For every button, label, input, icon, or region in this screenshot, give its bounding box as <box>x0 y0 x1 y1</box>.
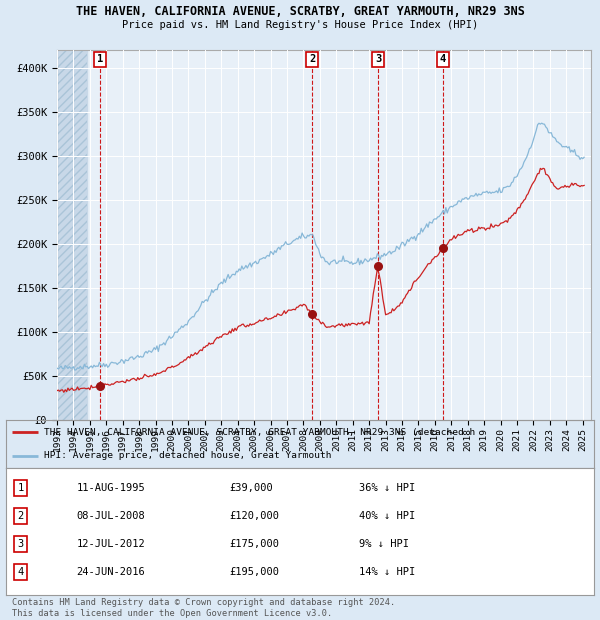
Text: 3: 3 <box>17 539 24 549</box>
Text: £39,000: £39,000 <box>229 484 273 494</box>
Text: £195,000: £195,000 <box>229 567 280 577</box>
Text: 2: 2 <box>17 512 24 521</box>
Text: 08-JUL-2008: 08-JUL-2008 <box>77 512 145 521</box>
Text: 4: 4 <box>17 567 24 577</box>
Text: 40% ↓ HPI: 40% ↓ HPI <box>359 512 415 521</box>
Text: Price paid vs. HM Land Registry's House Price Index (HPI): Price paid vs. HM Land Registry's House … <box>122 20 478 30</box>
Text: Contains HM Land Registry data © Crown copyright and database right 2024.
This d: Contains HM Land Registry data © Crown c… <box>12 598 395 618</box>
Text: 3: 3 <box>375 54 381 64</box>
Text: 12-JUL-2012: 12-JUL-2012 <box>77 539 145 549</box>
Text: 11-AUG-1995: 11-AUG-1995 <box>77 484 145 494</box>
Bar <box>57 50 87 420</box>
Text: 9% ↓ HPI: 9% ↓ HPI <box>359 539 409 549</box>
Text: 2: 2 <box>309 54 316 64</box>
Bar <box>57 50 87 420</box>
Text: THE HAVEN, CALIFORNIA AVENUE, SCRATBY, GREAT YARMOUTH, NR29 3NS (detached h: THE HAVEN, CALIFORNIA AVENUE, SCRATBY, G… <box>44 428 475 436</box>
Text: 24-JUN-2016: 24-JUN-2016 <box>77 567 145 577</box>
Text: 14% ↓ HPI: 14% ↓ HPI <box>359 567 415 577</box>
Text: THE HAVEN, CALIFORNIA AVENUE, SCRATBY, GREAT YARMOUTH, NR29 3NS: THE HAVEN, CALIFORNIA AVENUE, SCRATBY, G… <box>76 5 524 18</box>
Text: 1: 1 <box>17 484 24 494</box>
Text: 4: 4 <box>440 54 446 64</box>
Text: £120,000: £120,000 <box>229 512 280 521</box>
Text: HPI: Average price, detached house, Great Yarmouth: HPI: Average price, detached house, Grea… <box>44 451 332 461</box>
Text: £175,000: £175,000 <box>229 539 280 549</box>
Text: 36% ↓ HPI: 36% ↓ HPI <box>359 484 415 494</box>
Text: 1: 1 <box>97 54 103 64</box>
